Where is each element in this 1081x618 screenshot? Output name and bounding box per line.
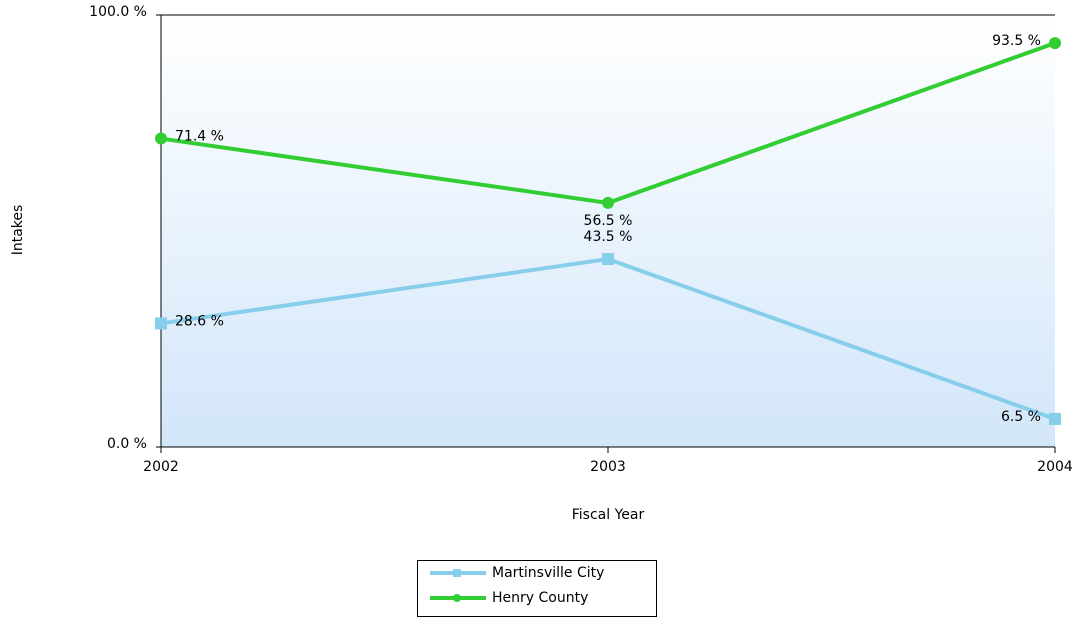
- x-tick-label: 2002: [143, 459, 179, 475]
- data-point: [155, 317, 167, 330]
- data-label: 43.5 %: [584, 229, 633, 245]
- data-label: 6.5 %: [1001, 409, 1041, 425]
- data-point: [602, 196, 614, 209]
- y-tick-label: 100.0 %: [89, 4, 147, 20]
- data-point: [155, 132, 167, 145]
- data-point: [1049, 412, 1061, 425]
- y-tick-label: 0.0 %: [107, 436, 147, 452]
- legend-label: Henry County: [492, 590, 588, 606]
- data-label: 56.5 %: [584, 213, 633, 229]
- legend-marker: [453, 569, 461, 577]
- plot-background: [161, 15, 1055, 447]
- data-label: 71.4 %: [175, 129, 224, 145]
- x-axis-label: Fiscal Year: [572, 507, 645, 523]
- y-axis-label: Intakes: [10, 205, 26, 256]
- legend-marker: [453, 594, 461, 602]
- data-label: 93.5 %: [992, 33, 1041, 49]
- data-point: [602, 253, 614, 266]
- x-tick-label: 2003: [590, 459, 626, 475]
- data-label: 28.6 %: [175, 313, 224, 329]
- data-point: [1049, 37, 1061, 50]
- x-tick-label: 2004: [1037, 459, 1073, 475]
- legend-label: Martinsville City: [492, 565, 604, 581]
